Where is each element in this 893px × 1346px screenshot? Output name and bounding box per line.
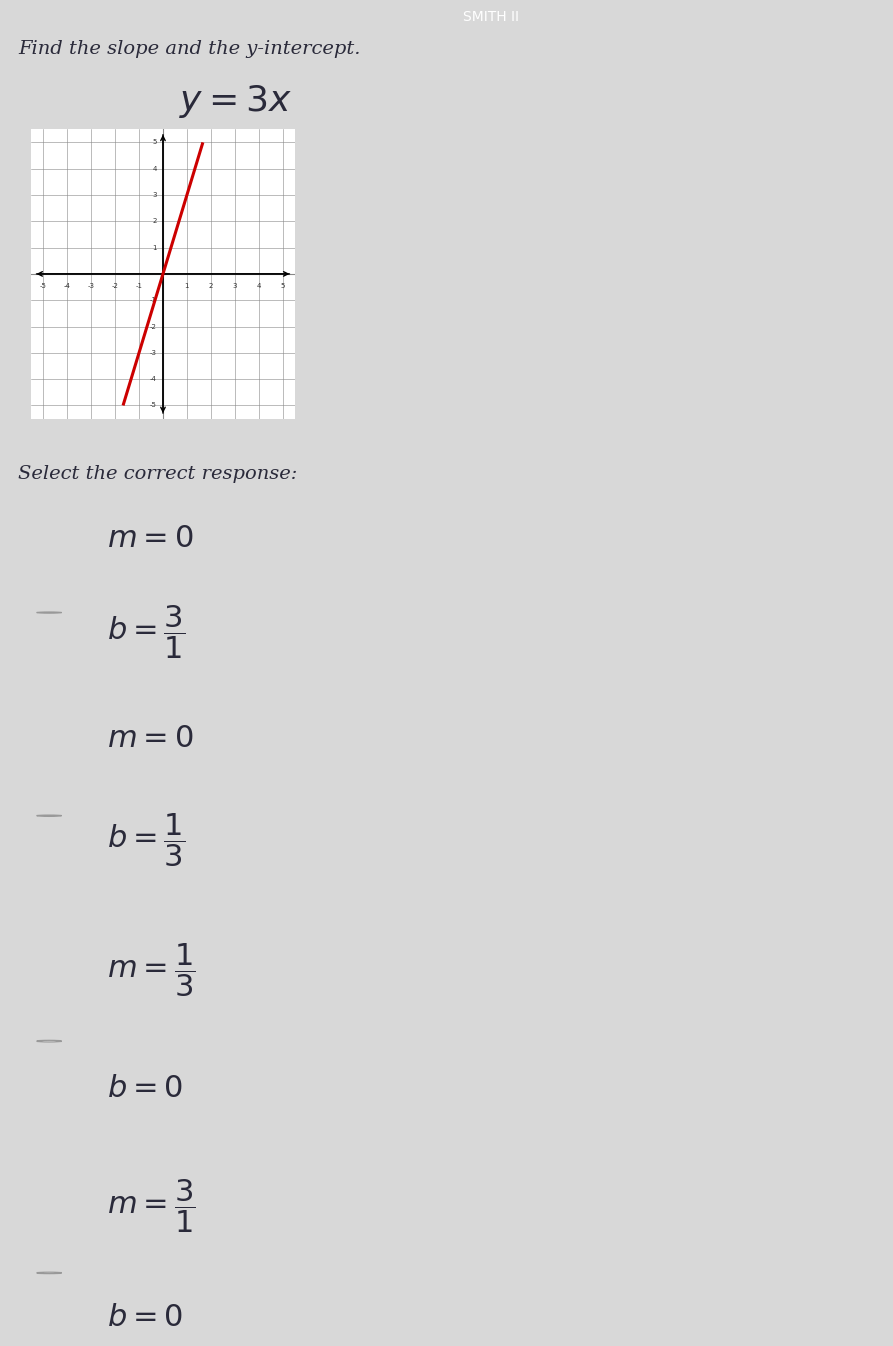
Ellipse shape xyxy=(37,1040,62,1042)
Text: 5: 5 xyxy=(153,140,157,145)
Text: -4: -4 xyxy=(63,283,71,289)
Text: -2: -2 xyxy=(112,283,119,289)
Text: -4: -4 xyxy=(150,376,157,382)
Text: $b = 0$: $b = 0$ xyxy=(107,1073,183,1104)
Text: 1: 1 xyxy=(185,283,189,289)
Text: -5: -5 xyxy=(40,283,46,289)
Text: Find the slope and the y-intercept.: Find the slope and the y-intercept. xyxy=(18,40,361,58)
Text: Select the correct response:: Select the correct response: xyxy=(18,466,297,483)
Text: -5: -5 xyxy=(150,402,157,408)
Text: $m = 0$: $m = 0$ xyxy=(107,723,194,755)
Text: -3: -3 xyxy=(150,350,157,355)
Text: 2: 2 xyxy=(153,218,157,225)
Text: $m = \dfrac{3}{1}$: $m = \dfrac{3}{1}$ xyxy=(107,1178,196,1236)
Text: 4: 4 xyxy=(256,283,261,289)
Text: $b = \dfrac{1}{3}$: $b = \dfrac{1}{3}$ xyxy=(107,812,186,868)
Text: $b = \dfrac{3}{1}$: $b = \dfrac{3}{1}$ xyxy=(107,603,186,661)
Text: 3: 3 xyxy=(153,192,157,198)
Text: 2: 2 xyxy=(209,283,213,289)
Ellipse shape xyxy=(37,1272,62,1273)
Text: -2: -2 xyxy=(150,323,157,330)
Text: $b = 0$: $b = 0$ xyxy=(107,1302,183,1333)
Text: $m = 0$: $m = 0$ xyxy=(107,522,194,555)
Text: $y = 3x$: $y = 3x$ xyxy=(179,83,292,120)
Text: 4: 4 xyxy=(153,166,157,172)
Text: -1: -1 xyxy=(136,283,143,289)
Text: 5: 5 xyxy=(280,283,285,289)
Text: -3: -3 xyxy=(88,283,95,289)
Text: -1: -1 xyxy=(150,297,157,303)
Text: SMITH II: SMITH II xyxy=(463,9,519,24)
Text: $m = \dfrac{1}{3}$: $m = \dfrac{1}{3}$ xyxy=(107,942,196,999)
Text: 3: 3 xyxy=(232,283,237,289)
Text: 1: 1 xyxy=(153,245,157,250)
